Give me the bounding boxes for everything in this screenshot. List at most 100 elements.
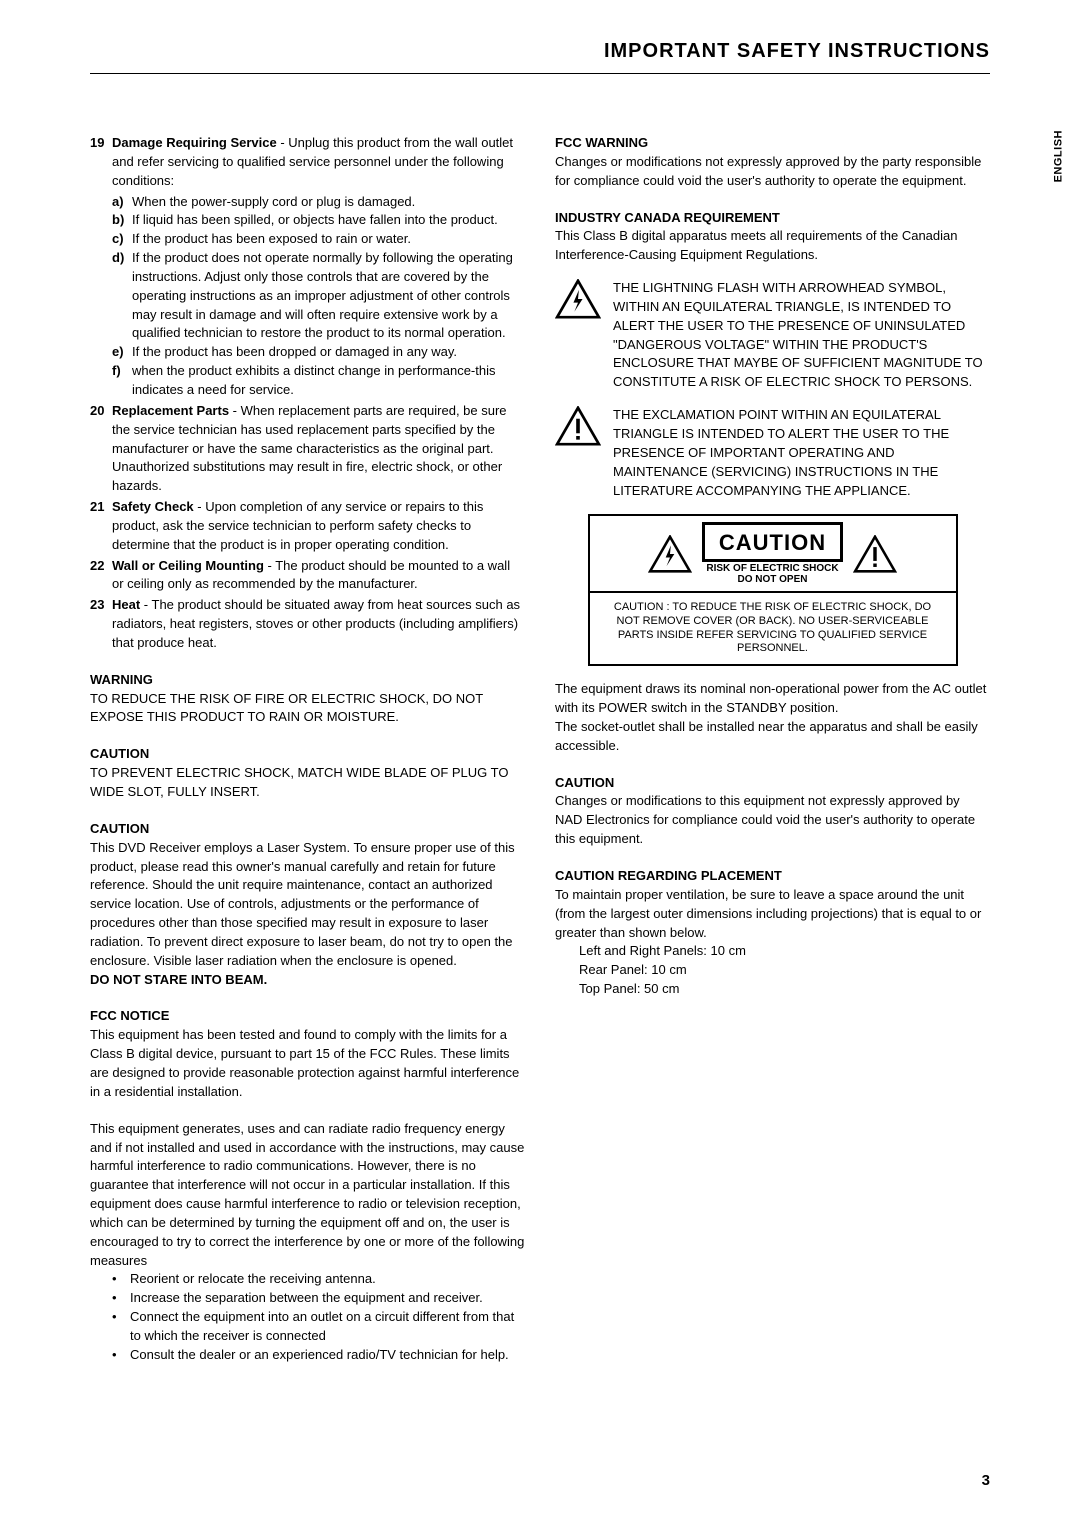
item-number: 22: [90, 557, 112, 595]
bullet-dot: •: [112, 1289, 130, 1308]
sub-text: If the product does not operate normally…: [132, 249, 525, 343]
caution-box-sub2: DO NOT OPEN: [737, 574, 807, 585]
bullet-text: Reorient or relocate the receiving anten…: [130, 1270, 525, 1289]
equipment-para-2: The socket-outlet shall be installed nea…: [555, 718, 990, 756]
exclamation-triangle-icon: [853, 535, 897, 573]
bullet-item: •Connect the equipment into an outlet on…: [112, 1308, 525, 1346]
placement-line: Left and Right Panels: 10 cm: [579, 942, 990, 961]
sub-text: When the power-supply cord or plug is da…: [132, 193, 525, 212]
sub-letter: d): [112, 249, 132, 343]
sub-text: when the product exhibits a distinct cha…: [132, 362, 525, 400]
item-body: Damage Requiring Service - Unplug this p…: [112, 134, 525, 400]
bullet-dot: •: [112, 1270, 130, 1289]
sub-letter: f): [112, 362, 132, 400]
sub-item-d: d)If the product does not operate normal…: [112, 249, 525, 343]
caution-box-title-group: CAUTION RISK OF ELECTRIC SHOCK DO NOT OP…: [702, 522, 843, 585]
sub-list: a)When the power-supply cord or plug is …: [112, 193, 525, 400]
caution-heading: CAUTION: [90, 745, 525, 764]
fcc-para-2: This equipment generates, uses and can r…: [90, 1120, 525, 1271]
document-page: IMPORTANT SAFETY INSTRUCTIONS ENGLISH 19…: [0, 0, 1080, 1527]
sub-letter: b): [112, 211, 132, 230]
sub-item-f: f)when the product exhibits a distinct c…: [112, 362, 525, 400]
exclamation-note: THE EXCLAMATION POINT WITHIN AN EQUILATE…: [555, 406, 990, 500]
warning-heading: WARNING: [90, 671, 525, 690]
sub-letter: a): [112, 193, 132, 212]
page-number: 3: [982, 1472, 990, 1489]
sub-item-e: e)If the product has been dropped or dam…: [112, 343, 525, 362]
sub-letter: c): [112, 230, 132, 249]
placement-text: To maintain proper ventilation, be sure …: [555, 886, 990, 943]
bullet-item: •Increase the separation between the equ…: [112, 1289, 525, 1308]
item-body: Safety Check - Upon completion of any se…: [112, 498, 525, 555]
item-number: 19: [90, 134, 112, 400]
item-number: 20: [90, 402, 112, 496]
item-title: Wall or Ceiling Mounting: [112, 558, 264, 573]
do-not-stare: DO NOT STARE INTO BEAM.: [90, 971, 525, 990]
item-22: 22 Wall or Ceiling Mounting - The produc…: [90, 557, 525, 595]
caution-text: TO PREVENT ELECTRIC SHOCK, MATCH WIDE BL…: [90, 764, 525, 802]
caution-heading: CAUTION: [555, 774, 990, 793]
exclamation-text: THE EXCLAMATION POINT WITHIN AN EQUILATE…: [613, 406, 990, 500]
item-19: 19 Damage Requiring Service - Unplug thi…: [90, 134, 525, 400]
fcc-bullets: •Reorient or relocate the receiving ante…: [90, 1270, 525, 1364]
placement-dimensions: Left and Right Panels: 10 cm Rear Panel:…: [555, 942, 990, 999]
item-23: 23 Heat - The product should be situated…: [90, 596, 525, 653]
item-number: 23: [90, 596, 112, 653]
bullet-text: Connect the equipment into an outlet on …: [130, 1308, 525, 1346]
item-20: 20 Replacement Parts - When replacement …: [90, 402, 525, 496]
bullet-item: •Reorient or relocate the receiving ante…: [112, 1270, 525, 1289]
caution-text: This DVD Receiver employs a Laser System…: [90, 839, 525, 971]
lightning-note: THE LIGHTNING FLASH WITH ARROWHEAD SYMBO…: [555, 279, 990, 392]
item-title: Replacement Parts: [112, 403, 229, 418]
sub-item-b: b)If liquid has been spilled, or objects…: [112, 211, 525, 230]
lightning-text: THE LIGHTNING FLASH WITH ARROWHEAD SYMBO…: [613, 279, 990, 392]
placement-line: Top Panel: 50 cm: [579, 980, 990, 999]
placement-heading: CAUTION REGARDING PLACEMENT: [555, 867, 990, 886]
caution-box-body: CAUTION : TO REDUCE THE RISK OF ELECTRIC…: [590, 593, 956, 664]
bullet-item: •Consult the dealer or an experienced ra…: [112, 1346, 525, 1365]
item-text: - The product should be situated away fr…: [112, 597, 520, 650]
sub-item-a: a)When the power-supply cord or plug is …: [112, 193, 525, 212]
fcc-para-1: This equipment has been tested and found…: [90, 1026, 525, 1101]
item-body: Heat - The product should be situated aw…: [112, 596, 525, 653]
lightning-triangle-icon: [648, 535, 692, 573]
page-title: IMPORTANT SAFETY INSTRUCTIONS: [90, 40, 990, 74]
sub-text: If the product has been exposed to rain …: [132, 230, 525, 249]
sub-text: If liquid has been spilled, or objects h…: [132, 211, 525, 230]
caution-text: Changes or modifications to this equipme…: [555, 792, 990, 849]
left-column: 19 Damage Requiring Service - Unplug thi…: [90, 134, 525, 1365]
fcc-notice-heading: FCC NOTICE: [90, 1007, 525, 1026]
bullet-text: Increase the separation between the equi…: [130, 1289, 525, 1308]
bullet-dot: •: [112, 1308, 130, 1346]
item-title: Heat: [112, 597, 140, 612]
industry-canada-heading: INDUSTRY CANADA REQUIREMENT: [555, 209, 990, 228]
item-title: Damage Requiring Service: [112, 135, 277, 150]
caution-box-top: CAUTION RISK OF ELECTRIC SHOCK DO NOT OP…: [590, 516, 956, 593]
fcc-warning-text: Changes or modifications not expressly a…: [555, 153, 990, 191]
item-title: Safety Check: [112, 499, 194, 514]
caution-box: CAUTION RISK OF ELECTRIC SHOCK DO NOT OP…: [588, 514, 958, 666]
caution-box-title: CAUTION: [702, 522, 843, 562]
caution-box-sub: RISK OF ELECTRIC SHOCK DO NOT OPEN: [706, 563, 838, 585]
item-body: Replacement Parts - When replacement par…: [112, 402, 525, 496]
sub-text: If the product has been dropped or damag…: [132, 343, 525, 362]
warning-text: TO REDUCE THE RISK OF FIRE OR ELECTRIC S…: [90, 690, 525, 728]
sub-letter: e): [112, 343, 132, 362]
bullet-text: Consult the dealer or an experienced rad…: [130, 1346, 525, 1365]
item-21: 21 Safety Check - Upon completion of any…: [90, 498, 525, 555]
caution-box-sub1: RISK OF ELECTRIC SHOCK: [706, 563, 838, 574]
item-body: Wall or Ceiling Mounting - The product s…: [112, 557, 525, 595]
fcc-warning-heading: FCC WARNING: [555, 134, 990, 153]
placement-line: Rear Panel: 10 cm: [579, 961, 990, 980]
bullet-dot: •: [112, 1346, 130, 1365]
item-number: 21: [90, 498, 112, 555]
caution-heading: CAUTION: [90, 820, 525, 839]
lightning-triangle-icon: [555, 279, 601, 319]
content-columns: 19 Damage Requiring Service - Unplug thi…: [90, 134, 990, 1365]
industry-canada-text: This Class B digital apparatus meets all…: [555, 227, 990, 265]
right-column: FCC WARNING Changes or modifications not…: [555, 134, 990, 1365]
language-tab: ENGLISH: [1052, 130, 1064, 182]
equipment-para-1: The equipment draws its nominal non-oper…: [555, 680, 990, 718]
sub-item-c: c)If the product has been exposed to rai…: [112, 230, 525, 249]
exclamation-triangle-icon: [555, 406, 601, 446]
